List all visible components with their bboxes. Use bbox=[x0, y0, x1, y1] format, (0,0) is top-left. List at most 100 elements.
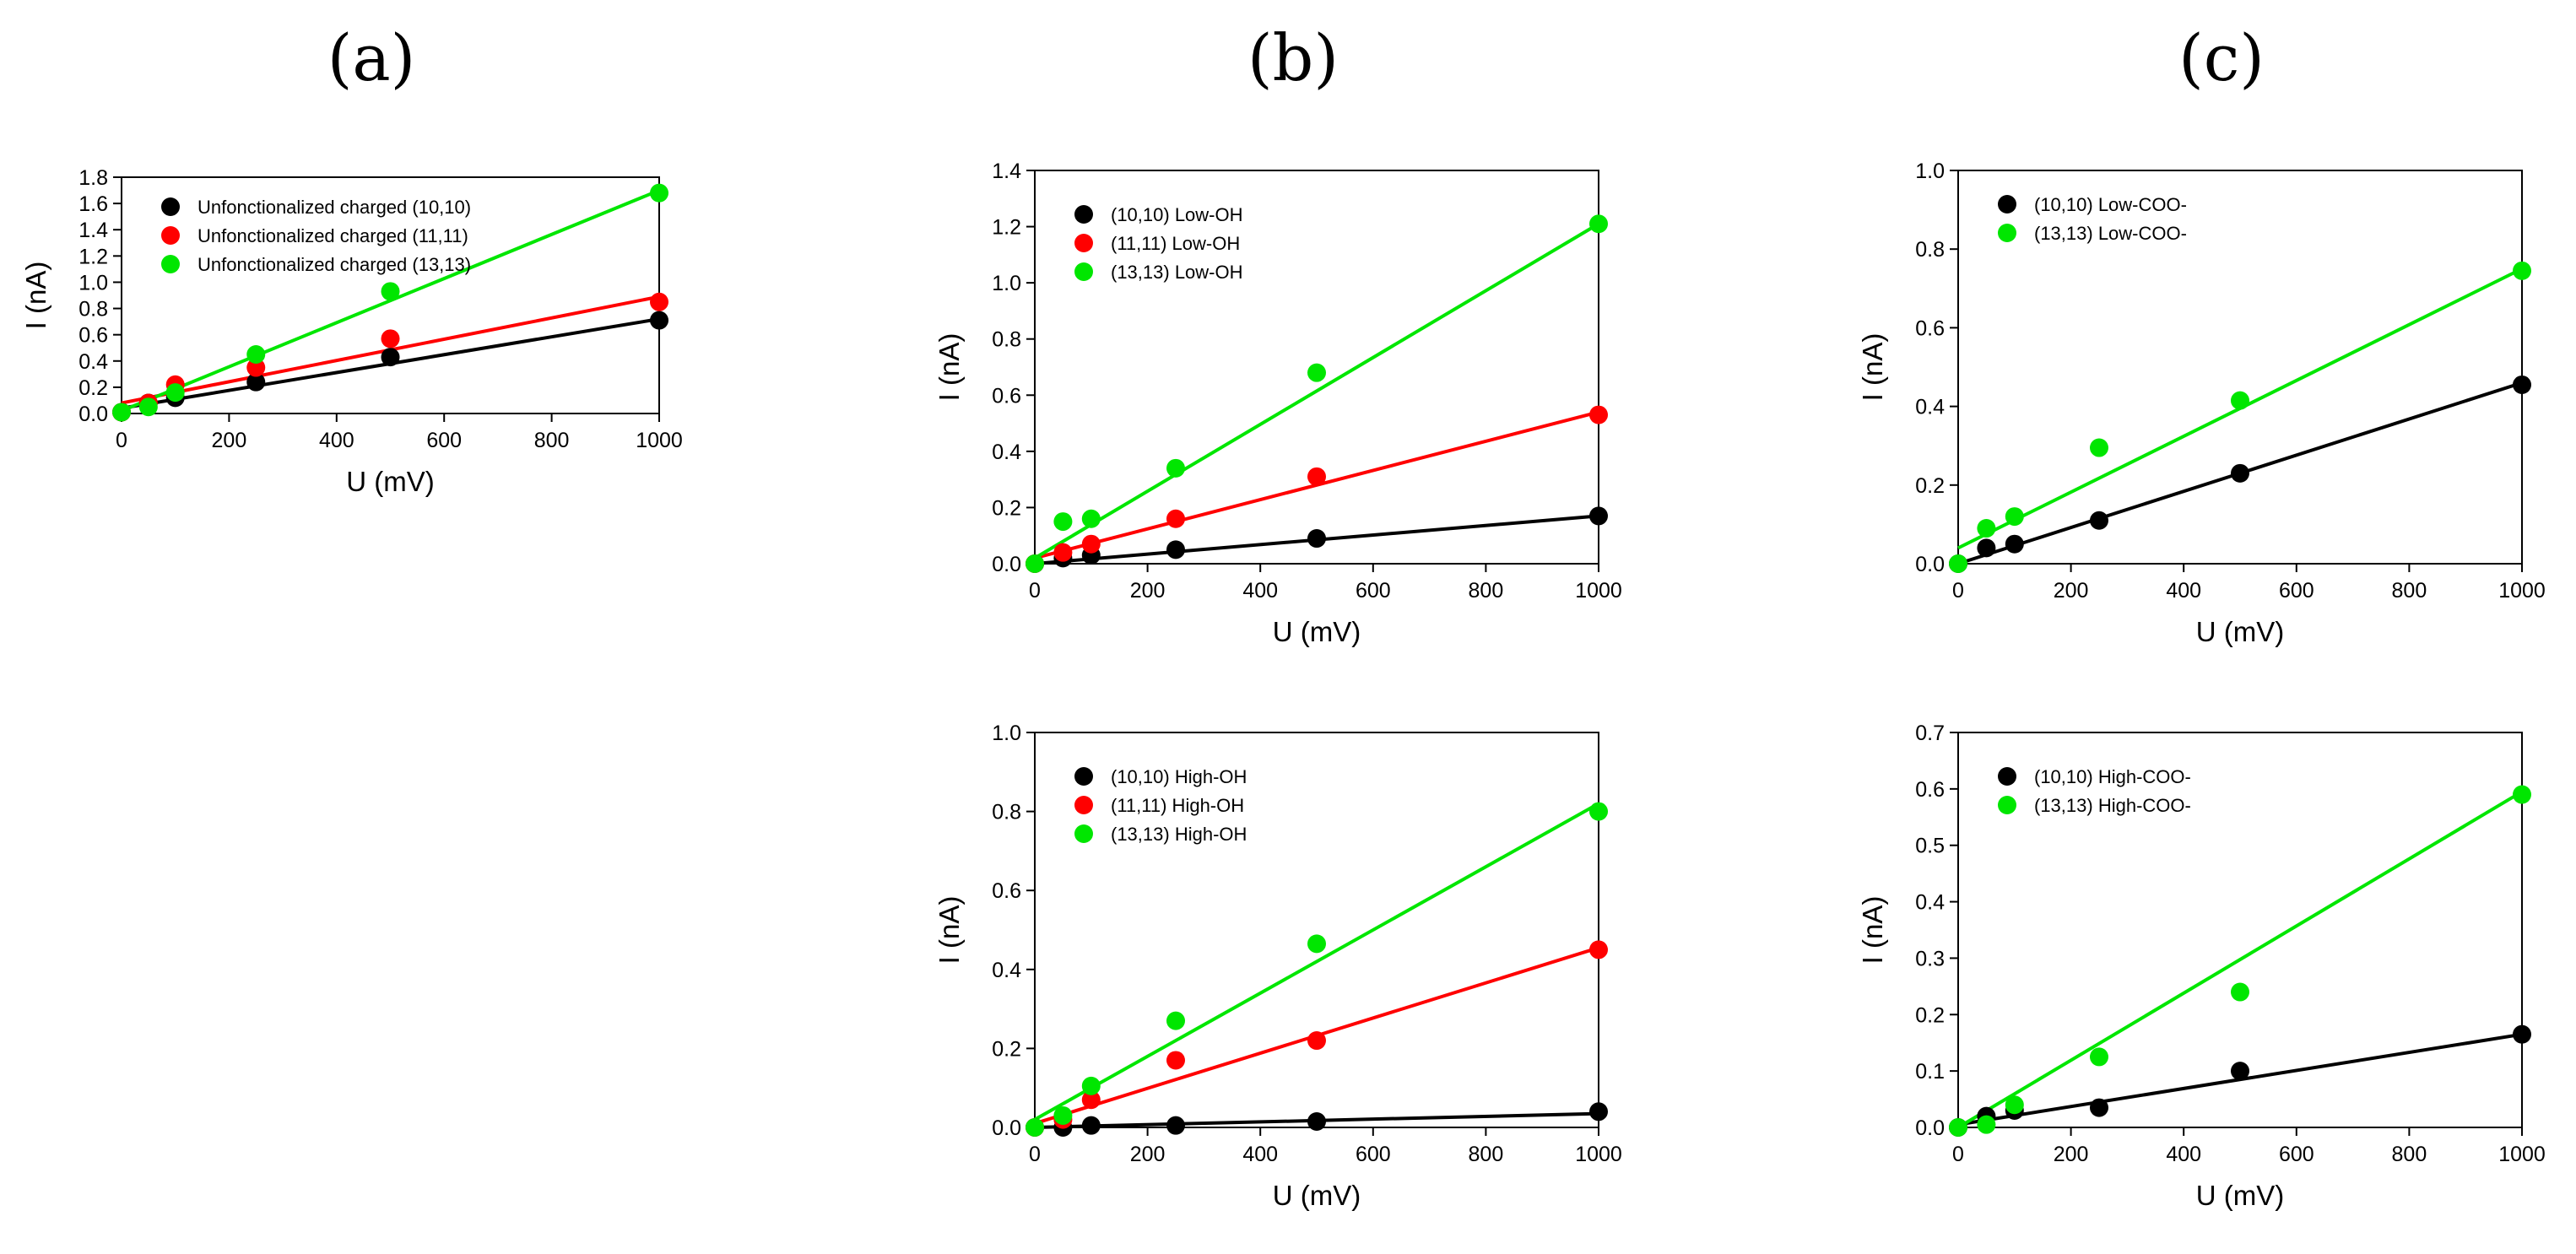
legend-label: Unfonctionalized charged (13,13) bbox=[198, 254, 471, 275]
data-point bbox=[2231, 391, 2249, 410]
data-point bbox=[1307, 467, 1326, 486]
data-point bbox=[246, 345, 266, 364]
data-point bbox=[1026, 554, 1044, 573]
legend-label: (10,10) High-COO- bbox=[2034, 766, 2191, 787]
x-tick-label: 800 bbox=[2392, 1143, 2427, 1166]
x-axis-title: U (mV) bbox=[2196, 1180, 2284, 1211]
y-tick-label: 1.6 bbox=[78, 192, 108, 216]
y-tick-label: 1.2 bbox=[992, 216, 1021, 240]
x-tick-label: 200 bbox=[2054, 579, 2089, 603]
x-axis-title: U (mV) bbox=[2196, 616, 2284, 647]
data-point bbox=[381, 348, 400, 367]
x-tick-label: 400 bbox=[1242, 579, 1278, 603]
x-tick-label: 1000 bbox=[1575, 579, 1622, 603]
chart-b-high-oh: 0.0 0.2 0.4 0.6 0.8 1.0 0 200 400 600 800 1000 U (mV… bbox=[934, 722, 1622, 1211]
data-point bbox=[1166, 1011, 1185, 1030]
legend-marker bbox=[1074, 767, 1093, 786]
x-tick-label: 800 bbox=[2392, 579, 2427, 603]
y-axis-title: I (nA) bbox=[934, 333, 965, 402]
y-tick-label: 0.7 bbox=[1915, 722, 1945, 745]
y-tick-label: 0.8 bbox=[992, 801, 1021, 824]
data-point bbox=[650, 292, 668, 311]
data-point bbox=[1053, 512, 1073, 532]
data-point bbox=[381, 282, 400, 301]
y-axis-title: I (nA) bbox=[934, 896, 965, 965]
legend-marker bbox=[1074, 262, 1093, 281]
y-tick-label: 0.4 bbox=[1915, 396, 1945, 419]
legend-marker bbox=[1998, 796, 2016, 814]
legend-label: (13,13) High-COO- bbox=[2034, 795, 2191, 816]
y-tick-label: 0.0 bbox=[78, 403, 108, 426]
legend-label: Unfonctionalized charged (11,11) bbox=[198, 225, 468, 246]
legend-label: (10,10) High-OH bbox=[1111, 766, 1247, 787]
data-point bbox=[1081, 1090, 1101, 1110]
data-point bbox=[1166, 1116, 1185, 1135]
legend-label: (11,11) Low-OH bbox=[1111, 233, 1240, 254]
x-tick-label: 1000 bbox=[1575, 1143, 1622, 1166]
data-point bbox=[1166, 1051, 1185, 1070]
x-axis-title: U (mV) bbox=[1273, 1180, 1361, 1211]
legend-marker bbox=[1074, 824, 1093, 843]
legend-marker bbox=[1074, 205, 1093, 224]
data-point bbox=[2513, 375, 2531, 394]
data-point bbox=[1589, 1102, 1608, 1122]
x-tick-label: 600 bbox=[1356, 1143, 1391, 1166]
chart-a-unfunctionalized: 0.0 0.20.40.60.8 1.0 1.2 1.4 1.61.8 0 200 400 600… bbox=[20, 166, 683, 497]
x-axis-title: U (mV) bbox=[346, 466, 434, 497]
y-tick-label: 1.4 bbox=[992, 159, 1021, 183]
x-tick-label: 1000 bbox=[2498, 579, 2546, 603]
x-tick-label: 800 bbox=[1469, 1143, 1504, 1166]
y-tick-label: 0.2 bbox=[992, 496, 1021, 520]
data-point bbox=[381, 329, 400, 349]
data-point bbox=[1166, 509, 1185, 528]
x-tick-label: 400 bbox=[2166, 579, 2201, 603]
plot-frame bbox=[1957, 732, 2523, 1128]
chart-c-low-coo: 0.0 0.2 0.4 0.6 0.8 1.0 0 200 400 600 800 1000 U (mV… bbox=[1857, 159, 2546, 647]
data-point bbox=[1589, 940, 1608, 959]
chart-c-high-coo: 0.0 0.1 0.2 0.3 0.4 0.5 0.6 0.7 0 200 400 600 800 100… bbox=[1857, 722, 2546, 1211]
data-point bbox=[2090, 438, 2108, 457]
x-tick-label: 400 bbox=[1242, 1143, 1278, 1166]
data-point bbox=[1977, 1115, 1996, 1134]
data-point bbox=[650, 311, 668, 330]
x-tick-label: 200 bbox=[1130, 1143, 1166, 1166]
data-point bbox=[2005, 507, 2024, 527]
data-point bbox=[2090, 511, 2108, 530]
y-tick-label: 0.2 bbox=[78, 376, 108, 400]
data-point bbox=[1949, 554, 1967, 573]
panel-label-a: (a) bbox=[327, 20, 416, 95]
data-point bbox=[2231, 463, 2249, 483]
legend-marker bbox=[1074, 796, 1093, 814]
fit-line bbox=[1956, 790, 2524, 1129]
y-tick-label: 1.8 bbox=[78, 166, 108, 190]
data-point bbox=[1081, 1116, 1101, 1135]
data-point bbox=[2231, 1062, 2249, 1081]
data-point bbox=[1977, 538, 1996, 558]
y-tick-label: 0.4 bbox=[1915, 891, 1945, 915]
x-tick-label: 400 bbox=[2166, 1143, 2201, 1166]
x-tick-label: 800 bbox=[534, 429, 570, 452]
y-tick-label: 0.6 bbox=[992, 384, 1021, 408]
legend-marker bbox=[161, 197, 180, 216]
data-point bbox=[1166, 458, 1185, 478]
legend-marker bbox=[161, 255, 180, 273]
fit-line bbox=[1033, 222, 1600, 560]
data-point bbox=[2231, 982, 2249, 1002]
y-tick-label: 0.0 bbox=[992, 1116, 1021, 1140]
x-axis-title: U (mV) bbox=[1273, 616, 1361, 647]
y-tick-label: 1.0 bbox=[1915, 159, 1945, 183]
x-tick-label: 600 bbox=[1356, 579, 1391, 603]
y-tick-label: 0.0 bbox=[1915, 553, 1945, 576]
data-point bbox=[1307, 529, 1326, 549]
data-point bbox=[1589, 506, 1608, 526]
x-tick-label: 600 bbox=[426, 429, 462, 452]
data-point bbox=[246, 358, 266, 377]
y-tick-label: 0.2 bbox=[1915, 1003, 1945, 1027]
data-point bbox=[2513, 261, 2531, 280]
legend-label: Unfonctionalized charged (10,10) bbox=[198, 197, 471, 218]
legend-marker bbox=[1998, 224, 2016, 242]
data-point bbox=[1589, 214, 1608, 234]
x-tick-label: 0 bbox=[1029, 1143, 1041, 1166]
data-point bbox=[1053, 543, 1073, 562]
